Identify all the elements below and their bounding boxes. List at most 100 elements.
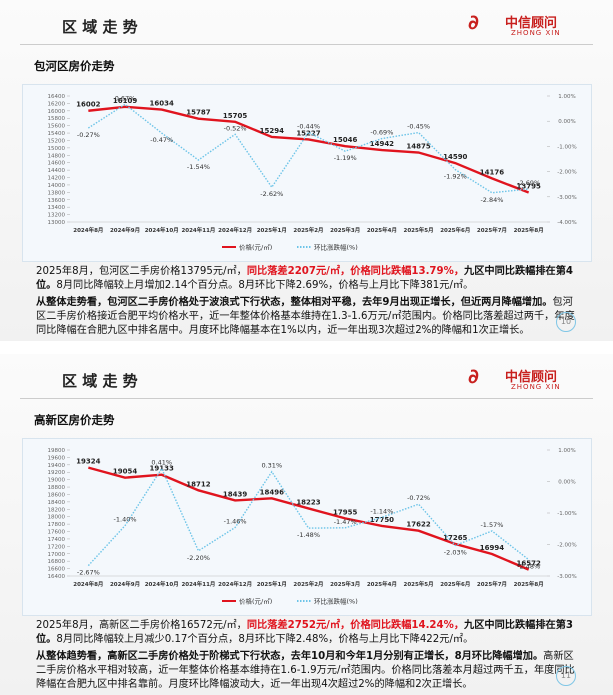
brand-en: ZHONG XIN (511, 383, 561, 391)
y-tick-label: 13000 (48, 220, 66, 226)
data-label: -2.69% (517, 179, 540, 187)
y-tick-label: 17000 (48, 552, 66, 558)
data-label: -2.84% (480, 196, 503, 204)
y2-tick-label: 0.00% (558, 480, 575, 486)
x-tick-label: 2024年10月 (145, 580, 179, 588)
y2-tick-label: 0.00% (558, 119, 575, 125)
series-line (87, 103, 529, 194)
x-tick-label: 2025年4月 (367, 580, 397, 588)
y-tick-label: 14000 (48, 183, 66, 189)
y2-tick-label: -4.00% (557, 220, 576, 226)
x-tick-label: 2025年6月 (440, 580, 470, 588)
data-label: 15787 (186, 109, 210, 117)
page-number: 11 (556, 666, 576, 686)
x-tick-label: 2025年1月 (257, 580, 287, 588)
text-run: 8月同比降幅较上月增加2.14个百分点。8月环比下降2.69%，价格与上月比下降… (56, 280, 474, 291)
x-tick-label: 2025年6月 (440, 226, 470, 234)
data-label: 14942 (370, 140, 394, 148)
legend-label: 环比涨跌幅(%) (314, 597, 358, 606)
data-label: -0.69% (370, 129, 393, 137)
data-label: -0.52% (224, 124, 247, 132)
section-header: 区 域 走 势 (62, 18, 138, 36)
text-run: 8月同比降幅较上月减少0.17个百分点，8月环比下降2.48%，价格与上月比下降… (56, 634, 474, 645)
data-label: -2.03% (444, 548, 467, 556)
data-label: 14875 (406, 143, 430, 151)
y-tick-label: 14400 (48, 168, 66, 174)
page: ∂ 区 域 走 势中信顾问 ZHONG XIN 高新区房价走势 16400 16600 16… (0, 354, 613, 695)
chart-background (22, 84, 592, 262)
text-run: 2025年8月，高新区二手房价格16572元/㎡， (36, 620, 247, 631)
body-text: 2025年8月，高新区二手房价格16572元/㎡，同比落差2752元/㎡，价格同… (36, 619, 576, 695)
text-run: 同比落差2207元/㎡，价格同比跌幅13.79%， (246, 266, 465, 277)
paragraph: 从整体走势看，包河区二手房价格处于波浪式下行状态，整体相对平稳，去年9月出现正增… (36, 296, 576, 338)
data-label: 13795 (516, 183, 540, 191)
series-line (88, 105, 530, 194)
y-tick-label: 16200 (48, 101, 66, 107)
x-tick-label: 2024年11月 (181, 580, 215, 588)
y-tick-label: 13200 (48, 213, 66, 219)
x-tick-label: 2025年2月 (293, 226, 323, 234)
data-label: 19054 (113, 468, 137, 476)
paragraph: 从整体趋势看，高新区二手房价格处于阶梯式下行状态，去年10月和今年1月分别有正增… (36, 650, 576, 692)
paragraph: 2025年8月，包河区二手房价格13795元/㎡，同比落差2207元/㎡，价格同… (36, 265, 576, 293)
text-run: 九区中同比跌幅排在第4位。 (36, 266, 573, 291)
x-tick-label: 2024年12月 (218, 580, 252, 588)
data-label: -2.20% (187, 554, 210, 562)
y-tick-label: 18400 (48, 500, 66, 506)
y-tick-label: 19600 (48, 455, 66, 461)
legend-label: 价格(元/㎡) (239, 243, 272, 252)
y-tick-label: 19200 (48, 470, 66, 476)
data-label: 0.31% (261, 462, 282, 470)
data-label: 15046 (333, 136, 357, 144)
data-label: -1.54% (187, 163, 210, 171)
y2-tick-label: -3.00% (557, 574, 576, 580)
y2-tick-label: -1.00% (557, 511, 576, 517)
y-tick-label: 13800 (48, 190, 66, 196)
data-label: 16109 (113, 97, 137, 105)
x-tick-label: 2025年8月 (514, 226, 544, 234)
text-run: 2025年8月，包河区二手房价格13795元/㎡， (36, 266, 247, 277)
chart-title: 包河区房价走势 (34, 59, 115, 73)
data-label: -2.62% (260, 190, 283, 198)
series-line (88, 466, 530, 571)
data-label: 18439 (223, 490, 247, 498)
y2-tick-label: 1.00% (558, 448, 575, 454)
y-tick-label: 15400 (48, 131, 66, 137)
y-tick-label: 18200 (48, 507, 66, 513)
legend-label: 环比涨跌幅(%) (314, 243, 358, 252)
data-label: -1.14% (370, 507, 393, 515)
text-run: 包河区二手房价格接近合肥平均价格水平，近一年整体价格基本维持在1.3-1.6万元… (36, 297, 575, 336)
page: ∂ 区 域 走 势中信顾问 ZHONG XIN 包河区房价走势 13000 13200 13… (0, 0, 613, 341)
data-label: -1.40% (114, 516, 137, 524)
data-label: 17265 (443, 534, 467, 542)
y2-tick-label: -2.00% (557, 170, 576, 176)
data-label: 17955 (333, 508, 357, 516)
chart-title: 高新区房价走势 (34, 413, 115, 427)
x-tick-label: 2025年5月 (404, 580, 434, 588)
y-tick-label: 17400 (48, 537, 66, 543)
data-label: 18712 (186, 480, 210, 488)
data-label: -2.48% (517, 563, 540, 571)
y-tick-label: 19400 (48, 463, 66, 469)
data-label: 18496 (260, 488, 284, 496)
data-label: 16034 (150, 100, 174, 108)
x-tick-label: 2024年11月 (181, 226, 215, 234)
paragraph: 2025年8月，高新区二手房价格16572元/㎡，同比落差2752元/㎡，价格同… (36, 619, 576, 647)
y-tick-label: 17800 (48, 522, 66, 528)
series-line (87, 467, 530, 567)
y-tick-label: 18600 (48, 492, 66, 498)
text-run: 从整体走势看，包河区二手房价格处于波浪式下行状态，整体相对平稳，去年9月出现正增… (36, 297, 553, 308)
data-label: 18223 (296, 498, 320, 506)
data-label: -0.27% (77, 131, 100, 139)
data-label: -0.72% (407, 494, 430, 502)
y-tick-label: 14600 (48, 161, 66, 167)
x-tick-label: 2025年1月 (257, 226, 287, 234)
y-tick-label: 17200 (48, 544, 66, 550)
y-tick-label: 14800 (48, 153, 66, 159)
text-run: 同比落差2752元/㎡，价格同比跌幅14.24%， (246, 620, 465, 631)
data-label: 17750 (370, 516, 394, 524)
y-tick-label: 13600 (48, 198, 66, 204)
data-label: 16002 (76, 101, 100, 109)
